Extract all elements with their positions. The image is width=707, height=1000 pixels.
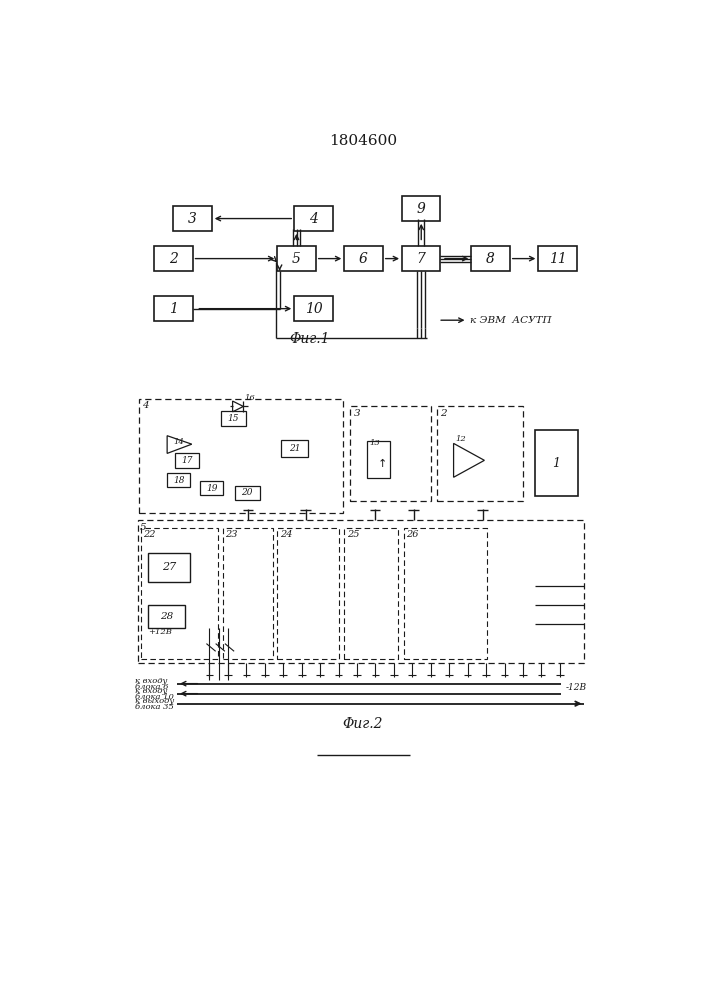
- Text: к ЭВМ  АСУТП: к ЭВМ АСУТП: [469, 316, 551, 325]
- Bar: [277, 246, 316, 271]
- Text: 21: 21: [289, 444, 300, 453]
- Text: 1: 1: [552, 457, 561, 470]
- Text: к входу: к входу: [135, 687, 167, 695]
- Bar: [344, 246, 382, 271]
- Bar: [294, 206, 333, 231]
- Bar: [404, 528, 486, 659]
- Bar: [402, 246, 440, 271]
- Bar: [402, 196, 440, 221]
- Text: 10: 10: [305, 302, 322, 316]
- Text: 11: 11: [549, 252, 566, 266]
- Text: Φиг.2: Φиг.2: [342, 717, 383, 731]
- Bar: [148, 553, 190, 582]
- Bar: [154, 246, 192, 271]
- Text: $\uparrow$: $\uparrow$: [375, 456, 386, 469]
- Text: 26: 26: [406, 530, 419, 539]
- Text: 4: 4: [309, 212, 318, 226]
- Bar: [154, 296, 192, 321]
- Text: 2: 2: [169, 252, 177, 266]
- Text: 18: 18: [173, 476, 185, 485]
- Text: блока 35: блока 35: [135, 703, 174, 711]
- Text: 13: 13: [370, 439, 380, 447]
- Text: 15: 15: [228, 414, 239, 423]
- Text: 6: 6: [359, 252, 368, 266]
- Bar: [344, 528, 398, 659]
- Text: 19: 19: [206, 484, 218, 493]
- Text: к входу: к входу: [135, 677, 167, 685]
- Bar: [472, 246, 510, 271]
- Text: 1804600: 1804600: [329, 134, 397, 148]
- Text: 22: 22: [144, 530, 156, 539]
- Text: 1: 1: [169, 302, 177, 316]
- Text: 17: 17: [182, 456, 193, 465]
- Text: блока 10: блока 10: [135, 693, 174, 701]
- Text: 16: 16: [245, 394, 256, 402]
- Bar: [175, 453, 199, 468]
- Bar: [221, 411, 246, 426]
- Bar: [277, 528, 339, 659]
- Bar: [148, 605, 185, 628]
- Text: 25: 25: [346, 530, 359, 539]
- Bar: [294, 296, 333, 321]
- Bar: [223, 528, 273, 659]
- Text: 3: 3: [354, 409, 360, 418]
- Text: блока 6: блока 6: [135, 683, 168, 691]
- Text: 7: 7: [417, 252, 426, 266]
- Bar: [200, 481, 223, 495]
- Bar: [173, 206, 212, 231]
- Text: 24: 24: [279, 530, 292, 539]
- Text: к выходу: к выходу: [135, 697, 174, 705]
- Bar: [138, 520, 585, 663]
- Bar: [368, 441, 390, 478]
- Text: 20: 20: [242, 488, 253, 497]
- Bar: [538, 246, 577, 271]
- Text: 9: 9: [417, 202, 426, 216]
- Bar: [535, 430, 578, 496]
- Text: Φиг.1: Φиг.1: [289, 332, 330, 346]
- Bar: [437, 406, 523, 501]
- Text: 27: 27: [162, 562, 176, 572]
- Bar: [167, 473, 190, 487]
- Text: 3: 3: [188, 212, 197, 226]
- Bar: [141, 528, 218, 659]
- Text: 23: 23: [225, 530, 238, 539]
- Text: 14: 14: [173, 438, 184, 446]
- Text: +12В: +12В: [148, 628, 172, 636]
- Text: -12В: -12В: [565, 683, 586, 692]
- Text: 8: 8: [486, 252, 495, 266]
- Bar: [235, 486, 259, 500]
- Text: 28: 28: [160, 612, 173, 621]
- Bar: [139, 399, 343, 513]
- Text: 5: 5: [140, 523, 147, 532]
- Text: 4: 4: [141, 401, 148, 410]
- Text: 2: 2: [440, 409, 446, 418]
- Bar: [351, 406, 431, 501]
- Text: 12: 12: [455, 435, 466, 443]
- Bar: [281, 440, 308, 457]
- Text: 5: 5: [292, 252, 301, 266]
